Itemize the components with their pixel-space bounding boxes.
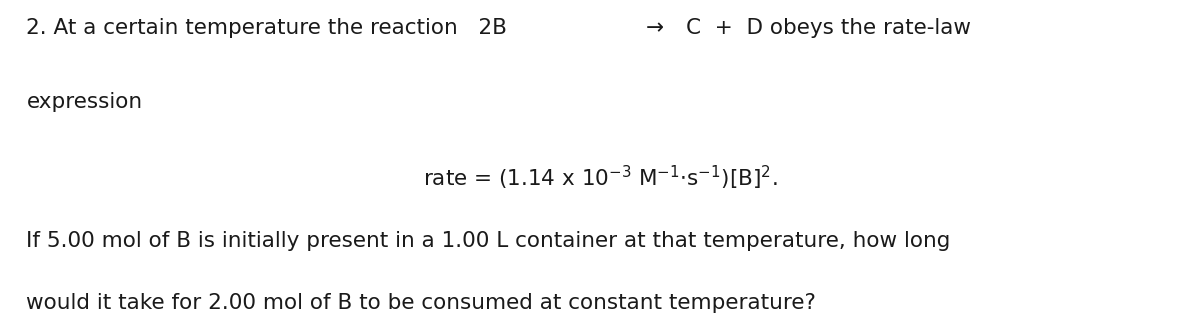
Text: expression: expression bbox=[26, 92, 143, 112]
Text: C  +  D obeys the rate-law: C + D obeys the rate-law bbox=[686, 18, 972, 38]
Text: 2. At a certain temperature the reaction   2B: 2. At a certain temperature the reaction… bbox=[26, 18, 508, 38]
Text: rate = (1.14 x 10$^{-3}$ M$^{-1}$$\cdot$s$^{-1}$)[B]$^{2}$.: rate = (1.14 x 10$^{-3}$ M$^{-1}$$\cdot$… bbox=[422, 164, 778, 192]
Text: would it take for 2.00 mol of B to be consumed at constant temperature?: would it take for 2.00 mol of B to be co… bbox=[26, 293, 816, 313]
Text: →: → bbox=[646, 18, 664, 38]
Text: If 5.00 mol of B is initially present in a 1.00 L container at that temperature,: If 5.00 mol of B is initially present in… bbox=[26, 231, 950, 250]
